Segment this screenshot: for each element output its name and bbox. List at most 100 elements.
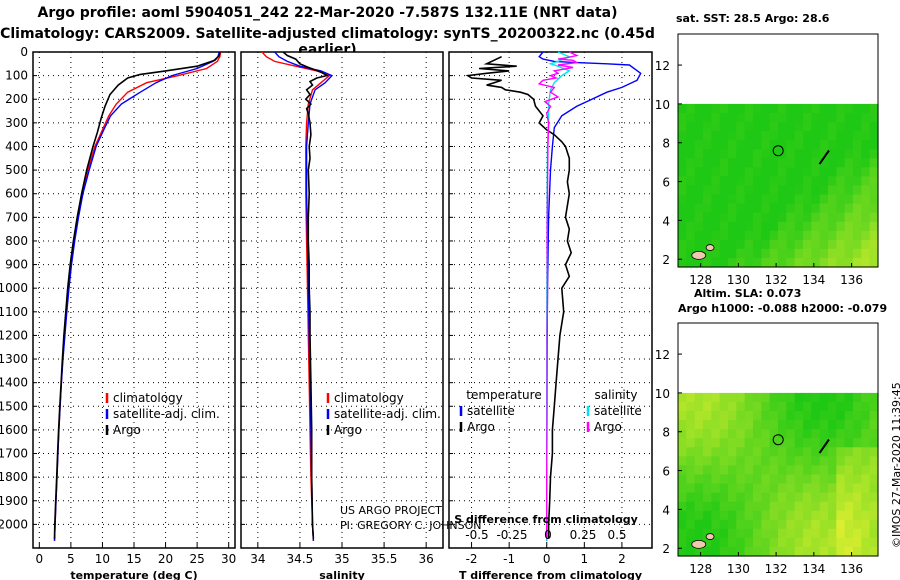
map-cell (869, 392, 879, 403)
map-cell (711, 230, 721, 241)
map-cell (819, 438, 829, 448)
map-cell (786, 212, 796, 223)
map-cell (828, 465, 837, 476)
map-cell (786, 474, 796, 485)
map-cell (694, 456, 704, 466)
map-cell (728, 239, 737, 250)
map-cell (778, 465, 787, 476)
map-cell (794, 447, 804, 457)
map-cell (744, 401, 754, 412)
map-cell (803, 401, 812, 412)
series-argo (282, 51, 330, 539)
map-cell (794, 185, 804, 196)
map-cell (711, 501, 721, 512)
map-cell (836, 411, 846, 421)
map-cell (719, 158, 729, 168)
map-cell (753, 501, 762, 512)
map-cell (844, 185, 854, 196)
map-cell (869, 438, 879, 448)
x-tick-label: 36 (419, 552, 434, 566)
map-cell (711, 392, 721, 403)
map-cell (778, 420, 787, 430)
map-cell (811, 528, 821, 539)
map-cell (711, 483, 721, 494)
map-cell (853, 474, 862, 485)
map-cell (844, 510, 854, 521)
map-cell (786, 519, 796, 530)
credit-project: US ARGO PROJECT (340, 504, 442, 517)
map-cell (769, 158, 779, 168)
map-cell (819, 392, 829, 403)
map-cell (828, 248, 837, 259)
map-cell (728, 103, 737, 114)
map-cell (778, 483, 787, 494)
map-cell (719, 176, 729, 187)
map-cell (811, 438, 821, 448)
map-cell (719, 239, 729, 250)
map-x-tick-label: 136 (840, 273, 863, 287)
map-cell (811, 131, 821, 141)
map-cell (853, 257, 862, 268)
map-cell (728, 537, 737, 548)
map-cell (853, 230, 862, 241)
map-cell (861, 248, 871, 259)
map-cell (753, 510, 762, 521)
map-cell (678, 456, 687, 466)
map-cell (811, 140, 821, 150)
map-cell (711, 420, 721, 430)
map-cell (769, 194, 779, 205)
map-cell (711, 248, 721, 259)
map-cell (786, 176, 796, 187)
map-y-tick-label: 8 (662, 137, 670, 151)
x-tick-label: 0 (35, 552, 43, 566)
map-cell (836, 212, 846, 223)
map-cell (819, 103, 829, 114)
map-y-tick-label: 2 (662, 253, 670, 267)
map-cell (819, 248, 829, 259)
map-cell (836, 149, 846, 159)
map-cell (711, 140, 721, 150)
map-cell (869, 420, 879, 430)
map-cell (786, 140, 796, 150)
map-cell (869, 203, 879, 214)
map-cell (769, 447, 779, 457)
map-cell (794, 483, 804, 494)
map-cell (836, 438, 846, 448)
map-cell (869, 411, 879, 421)
map-cell (786, 185, 796, 196)
map-cell (753, 401, 762, 412)
map-cell (694, 103, 704, 114)
map-cell (744, 411, 754, 421)
map-cell (728, 447, 737, 457)
map-cell (819, 465, 829, 476)
map-cell (828, 411, 837, 421)
map-cell (861, 401, 871, 412)
map-cell (828, 185, 837, 196)
map-cell (728, 248, 737, 259)
map-cell (828, 221, 837, 232)
series-salinity-argo (537, 51, 579, 539)
map-cell (811, 149, 821, 159)
map-cell (819, 230, 829, 241)
map-cell (753, 465, 762, 476)
map-cell (686, 528, 696, 539)
map-cell (861, 483, 871, 494)
map-cell (853, 131, 862, 141)
map-cell (778, 528, 787, 539)
map-cell (694, 401, 704, 412)
map-cell (861, 501, 871, 512)
map-cell (736, 411, 746, 421)
map-cell (861, 103, 871, 114)
map-cell (853, 140, 862, 150)
map-cell (786, 483, 796, 494)
map-cell (736, 212, 746, 223)
map-cell (719, 546, 729, 557)
x-tick-label: 15 (126, 552, 141, 566)
map-cell (794, 456, 804, 466)
map-cell (828, 257, 837, 268)
map-cell (694, 112, 704, 123)
map-cell (869, 158, 879, 168)
map-cell (819, 411, 829, 421)
map-cell (803, 122, 812, 132)
map-cell (819, 140, 829, 150)
